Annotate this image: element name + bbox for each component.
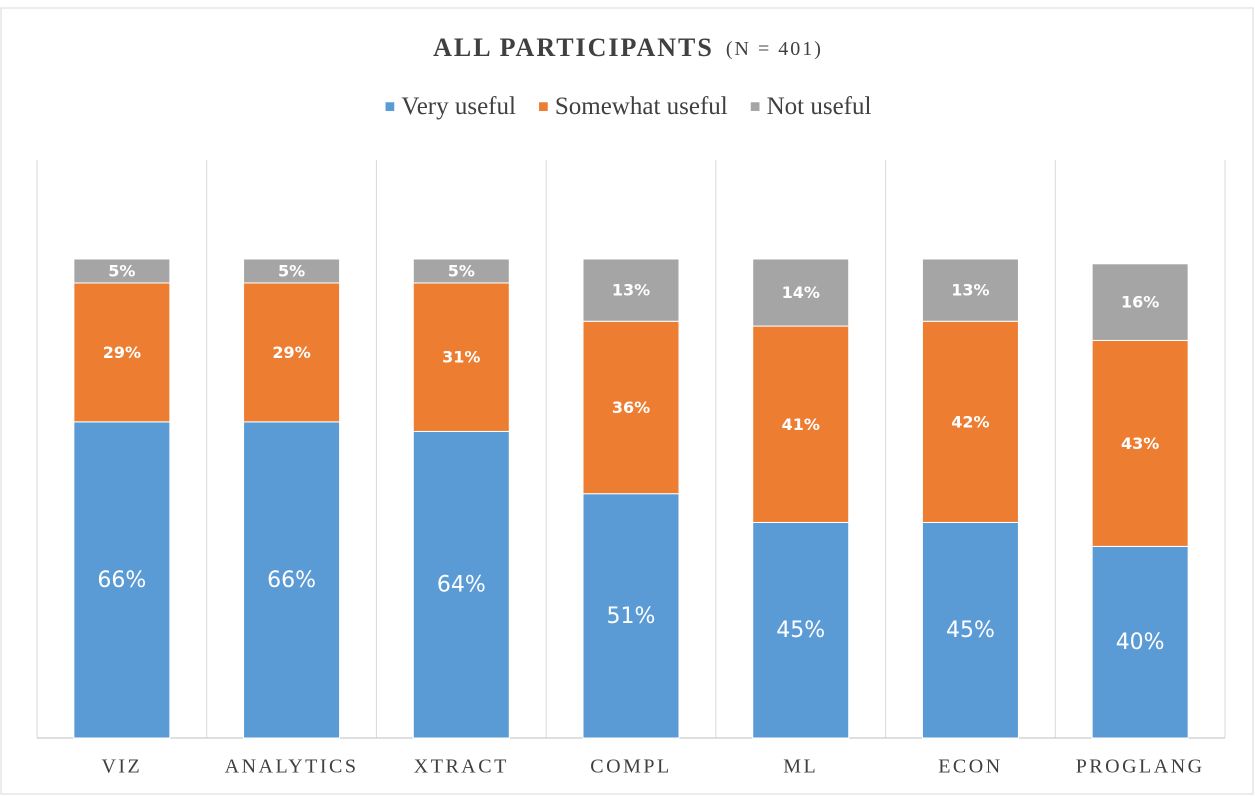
bar-segment bbox=[921, 258, 1019, 322]
data-label: 42% bbox=[951, 412, 989, 431]
x-tick-label: ECON bbox=[938, 756, 1002, 778]
bar-segment bbox=[582, 493, 680, 739]
bar-segment bbox=[752, 258, 850, 327]
data-label: 41% bbox=[782, 415, 820, 434]
data-label: 5% bbox=[448, 261, 475, 280]
data-label: 13% bbox=[951, 281, 989, 300]
data-label: 16% bbox=[1121, 293, 1159, 312]
data-label: 29% bbox=[272, 343, 310, 362]
data-label: 66% bbox=[97, 568, 146, 593]
legend-label: Very useful bbox=[401, 93, 516, 120]
data-label: 5% bbox=[278, 261, 305, 280]
legend: ■ Very useful ■ Somewhat useful ■ Not useful bbox=[385, 93, 872, 120]
data-label: 5% bbox=[108, 261, 135, 280]
legend-swatch: ■ bbox=[385, 96, 396, 116]
data-label: 43% bbox=[1121, 434, 1159, 453]
data-label: 31% bbox=[442, 348, 480, 367]
x-tick-label: XTRACT bbox=[414, 756, 509, 778]
chart-title-group: ALL PARTICIPANTS (N = 401) bbox=[433, 33, 823, 62]
data-label: 29% bbox=[103, 343, 141, 362]
legend-swatch: ■ bbox=[750, 96, 761, 116]
chart-title: ALL PARTICIPANTS bbox=[433, 33, 714, 62]
data-label: 45% bbox=[776, 618, 825, 643]
bar-segment bbox=[752, 325, 850, 523]
data-label: 64% bbox=[437, 573, 486, 598]
data-label: 66% bbox=[267, 568, 316, 593]
x-tick-label: COMPL bbox=[590, 756, 671, 778]
bar-segment bbox=[243, 258, 341, 284]
bar-segment bbox=[243, 282, 341, 423]
bar-segment bbox=[412, 430, 510, 739]
bar-segment bbox=[921, 320, 1019, 523]
legend-label: Not useful bbox=[767, 93, 872, 120]
bar-segment bbox=[1091, 263, 1189, 341]
x-tick-label: ML bbox=[783, 756, 818, 778]
data-label: 40% bbox=[1116, 630, 1165, 655]
x-tick-label: ANALYTICS bbox=[225, 756, 359, 778]
x-tick-label: VIZ bbox=[101, 756, 142, 778]
bar-segment bbox=[582, 320, 680, 495]
bar-segment bbox=[752, 521, 850, 739]
x-tick-label: PROGLANG bbox=[1076, 756, 1205, 778]
bar-segment bbox=[73, 421, 171, 739]
data-label: 36% bbox=[612, 398, 650, 417]
bar-segment bbox=[73, 258, 171, 284]
bar-segment bbox=[1091, 339, 1189, 547]
bar-segment bbox=[73, 282, 171, 423]
legend-swatch: ■ bbox=[538, 96, 549, 116]
legend-label: Somewhat useful bbox=[555, 93, 728, 120]
chart-title-note: (N = 401) bbox=[726, 38, 823, 60]
bar-segment bbox=[582, 258, 680, 322]
bar-segment bbox=[1091, 545, 1189, 739]
data-label: 51% bbox=[607, 604, 656, 629]
bar-segment bbox=[921, 521, 1019, 739]
bar-segment bbox=[412, 258, 510, 284]
data-label: 45% bbox=[946, 618, 995, 643]
data-label: 14% bbox=[782, 283, 820, 302]
data-label: 13% bbox=[612, 281, 650, 300]
